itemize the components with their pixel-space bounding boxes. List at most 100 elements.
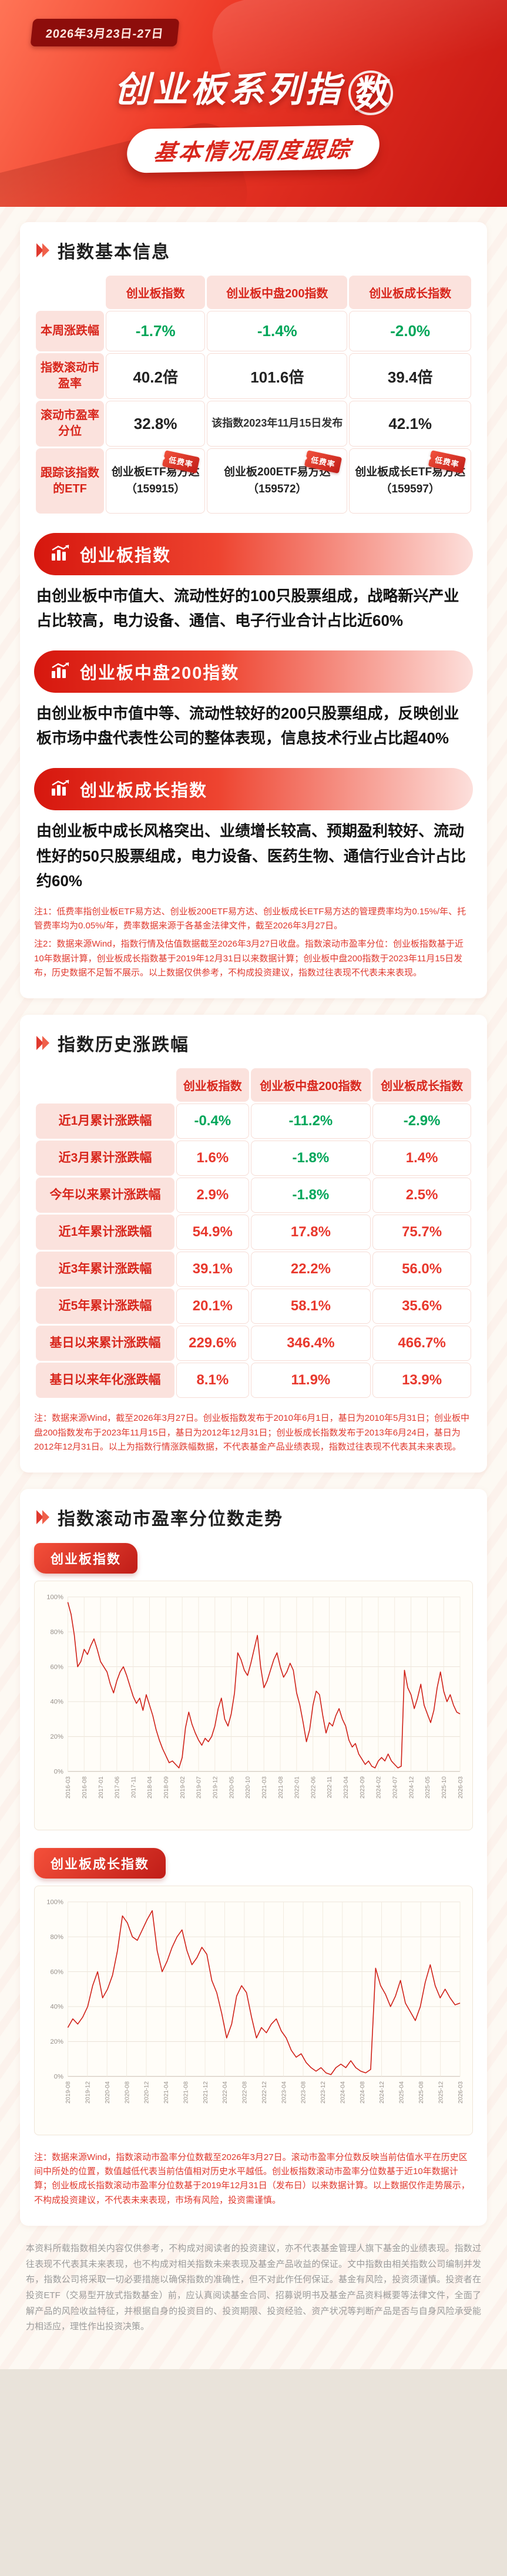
svg-text:2021-04: 2021-04	[163, 2081, 170, 2104]
table-header-row: 创业板指数 创业板中盘200指数 创业板成长指数	[36, 1068, 471, 1102]
date-range-badge: 2026年3月23日-27日	[30, 19, 180, 46]
value-cell: 13.9%	[372, 1363, 471, 1398]
row-label: 跟踪该指数的ETF	[36, 448, 104, 514]
page-subtitle: 基本情况周度跟踪	[125, 125, 382, 173]
page-title-text: 创业板系列指	[114, 70, 344, 109]
svg-text:2022-06: 2022-06	[310, 1776, 317, 1799]
value-cell: 56.0%	[372, 1252, 471, 1287]
svg-text:2018-09: 2018-09	[163, 1776, 170, 1799]
svg-text:2019-02: 2019-02	[180, 1776, 186, 1799]
svg-text:2017-11: 2017-11	[130, 1776, 137, 1798]
svg-text:2023-08: 2023-08	[301, 2081, 307, 2104]
etf-cell: 创业板成长ETF易方达 （159597） 低费率	[349, 448, 471, 514]
svg-text:2019-12: 2019-12	[85, 2081, 92, 2104]
svg-text:100%: 100%	[46, 1594, 63, 1601]
value-cell: 20.1%	[176, 1289, 249, 1324]
section-title-text: 指数滚动市盈率分位数走势	[58, 1510, 283, 1530]
banner-title: 创业板中盘200指数	[80, 664, 240, 683]
svg-text:2024-04: 2024-04	[340, 2081, 347, 2104]
pe-percentile-line-chart: 0% 20% 40% 60% 80% 100% 2019-08 2019-12 2020-04 2…	[34, 1885, 473, 2135]
row-label: 基日以来年化涨跌幅	[36, 1363, 174, 1398]
svg-text:2025-04: 2025-04	[399, 2081, 405, 2104]
footnote-history: 注：数据来源Wind，截至2026年3月27日。创业板指数发布于2010年6月1…	[34, 1411, 473, 1454]
svg-text:2020-12: 2020-12	[144, 2081, 150, 2104]
svg-text:60%: 60%	[51, 1663, 63, 1671]
svg-text:100%: 100%	[46, 1899, 63, 1906]
value-cell: 17.8%	[250, 1215, 371, 1250]
svg-text:2021-12: 2021-12	[203, 2081, 209, 2104]
table-row: 近3月累计涨跌幅 1.6% -1.8% 1.4%	[36, 1141, 471, 1176]
table-row: 基日以来累计涨跌幅 229.6% 346.4% 466.7%	[36, 1326, 471, 1361]
column-header: 创业板指数	[176, 1068, 249, 1102]
svg-text:80%: 80%	[51, 1629, 63, 1636]
svg-text:2024-08: 2024-08	[360, 2081, 366, 2104]
index-banner-chengzhang: 创业板成长指数	[34, 768, 473, 811]
svg-text:2019-08: 2019-08	[65, 2081, 72, 2104]
value-cell: 2.9%	[176, 1178, 249, 1213]
etf-name: 创业板成长ETF易方达	[355, 466, 466, 478]
svg-text:2020-08: 2020-08	[124, 2081, 130, 2104]
svg-text:2025-05: 2025-05	[425, 1776, 431, 1799]
svg-text:2021-08: 2021-08	[278, 1776, 284, 1799]
table-row-pe-ttm: 指数滚动市盈率 40.2倍 101.6倍 39.4倍	[36, 353, 471, 399]
footnote-basic-info: 注1：低费率指创业板ETF易方达、创业板200ETF易方达、创业板成长ETF易方…	[34, 905, 473, 980]
value-cell: -1.8%	[250, 1141, 371, 1176]
chart-title-pill: 创业板指数	[34, 1543, 138, 1574]
section-title-history: 指数历史涨跌幅	[35, 1030, 473, 1056]
column-header: 创业板指数	[106, 276, 206, 309]
page-subtitle-wrap: 基本情况周度跟踪	[0, 125, 507, 173]
svg-text:2022-01: 2022-01	[294, 1776, 301, 1799]
history-table: 创业板指数 创业板中盘200指数 创业板成长指数 近1月累计涨跌幅 -0.4% …	[34, 1066, 473, 1400]
table-corner-cell	[36, 276, 104, 309]
banner-description: 由创业板中市值中等、流动性较好的200只股票组成，反映创业板市场中盘代表性公司的…	[36, 705, 459, 747]
row-label: 近5年累计涨跌幅	[36, 1289, 174, 1324]
table-row-tracking-etf: 跟踪该指数的ETF 创业板ETF易方达 （159915） 低费率 创业板200E…	[36, 448, 471, 514]
value-cell: -11.2%	[250, 1103, 371, 1139]
index-banner-zhongpan200: 创业板中盘200指数	[34, 650, 473, 693]
page-title-circled-char: 数	[345, 68, 396, 118]
value-cell: 22.2%	[250, 1252, 371, 1287]
table-header-row: 创业板指数 创业板中盘200指数 创业板成长指数	[36, 276, 471, 309]
svg-text:2022-04: 2022-04	[222, 2081, 229, 2104]
value-cell: -0.4%	[176, 1103, 249, 1139]
svg-text:2019-07: 2019-07	[196, 1776, 203, 1799]
table-row: 基日以来年化涨跌幅 8.1% 11.9% 13.9%	[36, 1363, 471, 1398]
svg-text:2023-04: 2023-04	[343, 1776, 350, 1799]
section-pe-trend: 指数滚动市盈率分位数走势 创业板指数 0% 20% 40% 60% 80% 100% 201…	[20, 1489, 487, 2226]
row-label: 基日以来累计涨跌幅	[36, 1326, 174, 1361]
table-row: 近1月累计涨跌幅 -0.4% -11.2% -2.9%	[36, 1103, 471, 1139]
etf-name: 创业板200ETF易方达	[224, 466, 331, 478]
svg-text:2023-09: 2023-09	[360, 1776, 366, 1799]
value-cell: 1.6%	[176, 1141, 249, 1176]
column-header: 创业板成长指数	[372, 1068, 471, 1102]
svg-text:2023-12: 2023-12	[320, 2081, 327, 2104]
section-title-pe-trend: 指数滚动市盈率分位数走势	[35, 1504, 473, 1530]
value-cell-note: 该指数2023年11月15日发布	[207, 401, 348, 447]
table-row: 今年以来累计涨跌幅 2.9% -1.8% 2.5%	[36, 1178, 471, 1213]
basic-info-table: 创业板指数 创业板中盘200指数 创业板成长指数 本周涨跌幅 -1.7% -1.…	[34, 274, 473, 515]
svg-text:2020-04: 2020-04	[105, 2081, 111, 2104]
svg-text:2024-12: 2024-12	[379, 2081, 385, 2104]
svg-text:2022-08: 2022-08	[242, 2081, 249, 2104]
row-label: 近1月累计涨跌幅	[36, 1103, 174, 1139]
footnote-line: 注：数据来源Wind，截至2026年3月27日。创业板指数发布于2010年6月1…	[34, 1413, 470, 1452]
column-header: 创业板中盘200指数	[250, 1068, 371, 1102]
trend-chart-icon	[51, 544, 70, 565]
section-basic-info: 指数基本信息 创业板指数 创业板中盘200指数 创业板成长指数 本周涨跌幅 -1…	[20, 222, 487, 999]
value-cell: -2.9%	[372, 1103, 471, 1139]
svg-text:40%: 40%	[51, 1699, 63, 1706]
table-row-pe-percentile: 滚动市盈率分位 32.8% 该指数2023年11月15日发布 42.1%	[36, 401, 471, 447]
table-corner-cell	[36, 1068, 174, 1102]
svg-text:2024-02: 2024-02	[376, 1776, 382, 1799]
etf-cell: 创业板ETF易方达 （159915） 低费率	[106, 448, 206, 514]
value-cell: 75.7%	[372, 1215, 471, 1250]
banner-title: 创业板指数	[80, 546, 172, 565]
section-arrow-icon	[35, 242, 51, 259]
disclaimer-text: 本资料所载指数相关内容仅供参考，不构成对阅读者的投资建议，亦不代表基金管理人旗下…	[26, 2243, 481, 2332]
value-cell: 346.4%	[250, 1326, 371, 1361]
svg-text:2022-12: 2022-12	[261, 2081, 268, 2104]
value-cell: -2.0%	[349, 311, 471, 351]
footnote-charts: 注：数据来源Wind，指数滚动市盈率分位数截至2026年3月27日。滚动市盈率分…	[34, 2151, 473, 2208]
svg-text:40%: 40%	[51, 2004, 63, 2011]
row-label: 近1年累计涨跌幅	[36, 1215, 174, 1250]
